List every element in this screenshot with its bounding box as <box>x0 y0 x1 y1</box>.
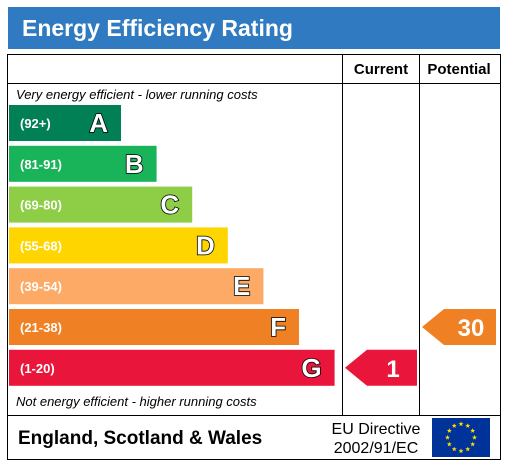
potential-rating-arrow-shape <box>422 309 496 345</box>
band-range: (81-91) <box>20 157 62 172</box>
flag-star <box>451 446 457 452</box>
band-bar <box>9 105 121 141</box>
flag-star <box>465 446 471 452</box>
band-range: (39-54) <box>20 279 62 294</box>
footer-region: England, Scotland & Wales <box>18 428 262 449</box>
top-note: Very energy efficient - lower running co… <box>16 87 258 102</box>
band-range: (21-38) <box>20 320 62 335</box>
current-rating-arrow-shape <box>345 349 417 386</box>
band-bar <box>9 186 193 223</box>
band-f: (21-38) F <box>9 309 299 345</box>
rating-arrows: 1 30 <box>345 309 496 386</box>
chart-title: Energy Efficiency Rating <box>22 15 293 41</box>
rating-bands: (92+) A (81-91) B (69-80) C (55-68) D (39-54) E (2… <box>9 105 335 386</box>
band-range: (1-20) <box>20 361 55 376</box>
bottom-note: Not energy efficient - higher running co… <box>16 394 257 409</box>
flag-star <box>458 421 464 427</box>
flag-star <box>465 423 471 428</box>
current-rating-arrow-value: 1 <box>386 356 399 383</box>
band-range: (69-80) <box>20 198 62 213</box>
band-letter: D <box>196 230 215 260</box>
band-c: (69-80) C <box>9 186 193 223</box>
flag-star <box>451 423 457 428</box>
potential-rating-arrow: 30 <box>422 309 496 345</box>
band-bar <box>9 227 228 264</box>
flag-star <box>470 441 476 447</box>
band-a: (92+) A <box>9 105 121 141</box>
band-d: (55-68) D <box>9 227 228 264</box>
flag-star <box>472 434 477 440</box>
band-bar <box>9 268 264 305</box>
current-rating-arrow: 1 <box>345 349 417 386</box>
title-bar: Energy Efficiency Rating <box>8 7 500 49</box>
band-bar <box>9 309 299 345</box>
band-letter: C <box>160 190 179 220</box>
band-range: (55-68) <box>20 238 62 253</box>
directive-line-1: EU Directive <box>332 421 421 438</box>
chart-frame <box>7 54 501 416</box>
flag-star <box>446 441 452 447</box>
band-bar <box>9 349 335 386</box>
footer-frame <box>7 415 501 460</box>
eu-flag-icon <box>432 418 490 457</box>
band-e: (39-54) E <box>9 268 264 305</box>
flag-star <box>470 428 476 433</box>
band-letter: B <box>125 149 144 179</box>
band-letter: E <box>233 271 250 301</box>
band-bar <box>9 145 157 182</box>
current-header: Current <box>354 61 408 78</box>
band-letter: F <box>270 312 286 342</box>
flag-star <box>458 448 464 454</box>
band-g: (1-20) G <box>9 349 335 386</box>
potential-rating-arrow-value: 30 <box>458 315 485 342</box>
flag-star <box>446 428 452 433</box>
band-b: (81-91) B <box>9 145 157 182</box>
band-range: (92+) <box>20 116 51 131</box>
band-letter: G <box>301 353 321 383</box>
flag-star <box>445 434 450 440</box>
directive-line-2: 2002/91/EC <box>334 440 419 457</box>
potential-header: Potential <box>427 61 490 78</box>
band-letter: A <box>89 108 108 138</box>
